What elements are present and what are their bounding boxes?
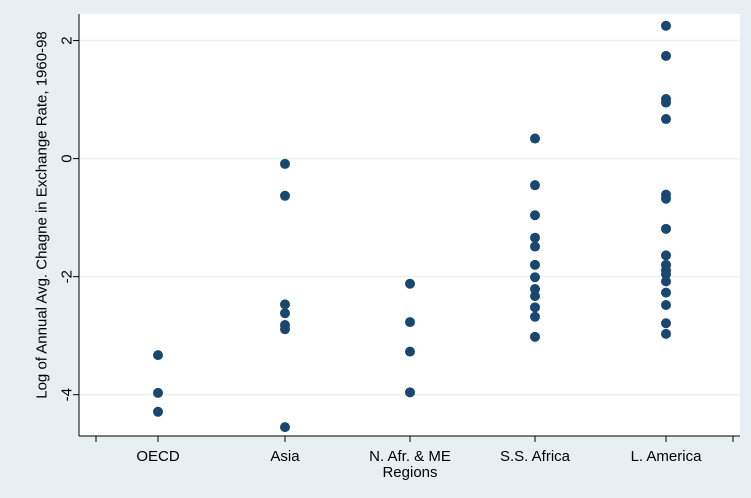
x-axis-title: Regions xyxy=(382,464,437,481)
data-point xyxy=(280,190,290,201)
data-point xyxy=(530,311,540,322)
data-points xyxy=(153,20,671,433)
x-tick-label: Asia xyxy=(270,448,300,465)
data-point xyxy=(153,350,163,361)
data-point xyxy=(661,223,671,234)
data-point xyxy=(530,272,540,283)
x-tick-label: N. Afr. & ME xyxy=(369,448,451,465)
data-point xyxy=(280,299,290,310)
data-point xyxy=(280,324,290,335)
data-point xyxy=(530,302,540,313)
data-point xyxy=(405,387,415,398)
data-point xyxy=(661,50,671,61)
x-tick-label: L. America xyxy=(631,448,703,465)
data-point xyxy=(661,276,671,287)
data-point xyxy=(405,346,415,357)
data-point xyxy=(405,317,415,328)
data-point xyxy=(153,406,163,417)
data-point xyxy=(530,210,540,221)
data-point xyxy=(530,291,540,302)
data-point xyxy=(661,193,671,204)
axes xyxy=(73,14,740,442)
data-point xyxy=(530,241,540,252)
data-point xyxy=(661,328,671,339)
data-point xyxy=(661,20,671,31)
data-point xyxy=(405,278,415,289)
y-tick-label: 2 xyxy=(58,36,75,44)
data-point xyxy=(530,284,540,295)
tick-labels: -4 -2 0 2 OECD Asia N. Afr. & ME S.S. Africa L. … xyxy=(58,36,702,465)
data-point xyxy=(530,331,540,342)
data-point xyxy=(530,133,540,144)
data-point xyxy=(280,158,290,169)
data-point xyxy=(661,114,671,125)
data-point xyxy=(280,422,290,433)
y-axis-title: Log of Annual Avg. Chagne in Exchange Ra… xyxy=(33,31,50,399)
x-tick-label: S.S. Africa xyxy=(500,448,571,465)
data-point xyxy=(661,269,671,280)
data-point xyxy=(530,232,540,243)
y-tick-label: -2 xyxy=(58,270,75,283)
data-point xyxy=(661,250,671,261)
gridlines xyxy=(79,39,740,396)
data-point xyxy=(280,308,290,319)
data-point xyxy=(661,299,671,310)
y-tick-label: -4 xyxy=(58,388,75,401)
y-tick-label: 0 xyxy=(58,154,75,162)
x-tick-label: OECD xyxy=(136,448,180,465)
data-point xyxy=(661,318,671,329)
data-point xyxy=(661,97,671,108)
plot-area xyxy=(79,14,740,436)
data-point xyxy=(661,287,671,298)
data-point xyxy=(530,259,540,270)
data-point xyxy=(153,387,163,398)
data-point xyxy=(530,180,540,191)
